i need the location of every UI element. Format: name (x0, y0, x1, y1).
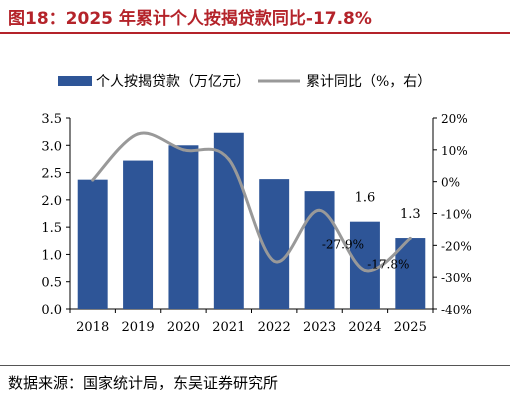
left-tick-label: 0.0 (41, 303, 62, 318)
title-divider (0, 32, 510, 34)
chart-legend: 个人按揭贷款（万亿元） 累计同比（%，右） (58, 74, 431, 90)
yoy-point-2019 (136, 132, 140, 136)
bar-2018 (77, 179, 108, 309)
yoy-point-2023 (318, 208, 322, 212)
x-tick-label: 2021 (212, 320, 245, 335)
left-tick-label: 2.0 (41, 194, 62, 209)
yoy-point-2025 (408, 236, 412, 240)
right-tick-label: 10% (441, 144, 468, 158)
yoy-point-2020 (181, 148, 185, 152)
left-tick-label: 2.5 (41, 167, 62, 182)
bar-2024 (349, 221, 380, 309)
right-tick-label: 20% (441, 112, 468, 126)
legend-bar-swatch (58, 76, 92, 86)
line-value-label: -17.8% (367, 257, 409, 271)
bar-value-label: 1.6 (355, 191, 376, 206)
bar-series (77, 132, 426, 309)
x-tick-label: 2022 (258, 320, 291, 335)
source-note: 数据来源：国家统计局，东吴证券研究所 (8, 374, 279, 392)
left-tick-label: 1.5 (41, 221, 62, 236)
x-tick-label: 2024 (348, 320, 381, 335)
legend-bar-label: 个人按揭贷款（万亿元） (96, 74, 250, 90)
bar-2019 (123, 160, 154, 309)
left-tick-label: 0.5 (41, 276, 62, 291)
left-tick-label: 3.5 (41, 112, 62, 127)
x-tick-label: 2019 (122, 320, 155, 335)
yoy-point-2021 (227, 157, 231, 161)
bar-2021 (213, 132, 244, 309)
right-tick-label: -10% (441, 208, 472, 222)
right-tick-label: -30% (441, 271, 472, 285)
line-value-label: -27.9% (322, 237, 364, 251)
yoy-line (91, 131, 412, 273)
x-tick-label: 2023 (303, 320, 336, 335)
bar-value-label: 1.3 (400, 207, 421, 222)
yoy-point-2024 (363, 268, 367, 272)
bar-2020 (168, 145, 199, 309)
yoy-point-2022 (272, 259, 276, 263)
right-tick-label: -40% (441, 303, 472, 317)
right-tick-label: -20% (441, 239, 472, 253)
x-tick-label: 2025 (394, 320, 427, 335)
figure-title: 图18：2025 年累计个人按揭贷款同比-17.8% (8, 9, 372, 29)
yoy-point-2018 (91, 178, 95, 182)
x-tick-label: 2018 (76, 320, 109, 335)
line-series (91, 131, 412, 273)
combo-chart: 个人按揭贷款（万亿元） 累计同比（%，右） 0.0 0.5 1.0 1.5 2.0 2.5 3… (41, 74, 472, 335)
legend-line-label: 累计同比（%，右） (306, 74, 431, 90)
footer-divider (0, 365, 510, 366)
x-tick-label: 2020 (167, 320, 200, 335)
left-tick-label: 3.0 (41, 139, 62, 154)
left-tick-label: 1.0 (41, 248, 62, 263)
right-tick-label: 0% (441, 176, 460, 190)
data-labels: 1.6 1.3 -27.9%-17.8% (322, 191, 421, 272)
